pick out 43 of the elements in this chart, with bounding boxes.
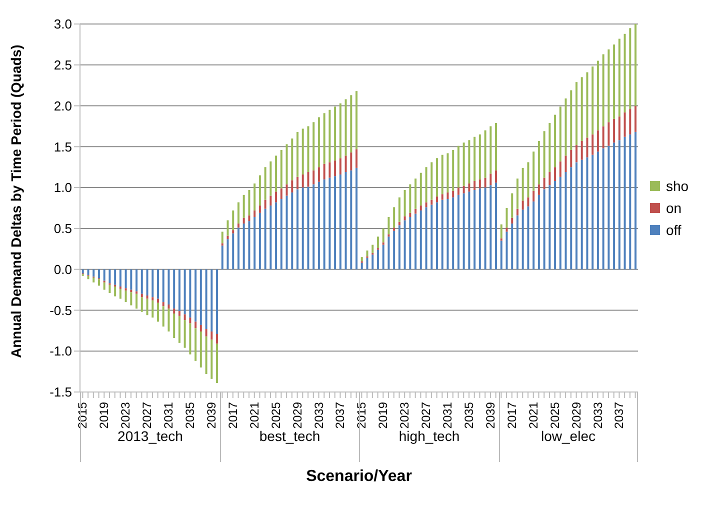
x-tick-label: 2035: [462, 402, 476, 429]
y-tick-label: 3.0: [54, 16, 72, 32]
x-tick-label: 2019: [376, 402, 390, 429]
y-axis-title: Annual Demand Deltas by Time Period (Quads): [8, 44, 24, 358]
y-tick-label: 2.5: [54, 58, 72, 73]
x-tick-label: 2017: [226, 402, 240, 429]
x-tick-label: 2035: [182, 402, 197, 429]
y-tick-label: 1.5: [54, 139, 72, 154]
legend-label: sho: [666, 178, 689, 194]
x-tick-label: 2023: [118, 402, 133, 429]
text: 2013_tech: [116, 428, 184, 444]
y-tick-label: 0.5: [54, 221, 72, 236]
x-axis-title: Scenario/Year: [305, 468, 413, 486]
x-tick-label: 2029: [569, 402, 584, 429]
x-tick-label: 2025: [548, 402, 562, 429]
x-tick-label: 2025: [268, 402, 283, 429]
legend-label: off: [666, 222, 682, 238]
x-tick-label: 2021: [247, 402, 262, 429]
text: best_tech: [259, 428, 320, 444]
y-tick-label: 1.0: [54, 180, 72, 196]
x-tick-label: 2027: [140, 402, 154, 429]
legend-label: on: [666, 200, 682, 216]
x-tick-label: 2029: [290, 402, 304, 429]
text: low_elec: [540, 428, 596, 444]
x-tick-label: 2023: [398, 402, 412, 429]
x-tick-label: 2019: [97, 402, 112, 429]
x-tick-label: 2031: [440, 402, 455, 429]
y-tick-label: 0.0: [54, 262, 72, 277]
x-tick-label: 2027: [419, 402, 434, 429]
y-tick-label: 2.0: [54, 98, 72, 114]
y-tick-label: -0.5: [50, 302, 72, 318]
x-tick-label: 2039: [483, 402, 498, 429]
x-tick-label: 2031: [162, 402, 176, 429]
x-tick-label: 2037: [333, 402, 348, 429]
text: high_tech: [398, 428, 461, 444]
x-tick-label: 2037: [612, 402, 626, 429]
x-tick-label: 2033: [312, 402, 326, 429]
y-tick-label: -1.0: [50, 344, 72, 359]
x-tick-label: 2021: [526, 402, 540, 429]
y-tick-label: -1.5: [50, 384, 72, 400]
x-tick-label: 2039: [204, 402, 218, 429]
x-tick-label: 2017: [504, 402, 519, 429]
x-tick-label: 2033: [590, 402, 605, 429]
